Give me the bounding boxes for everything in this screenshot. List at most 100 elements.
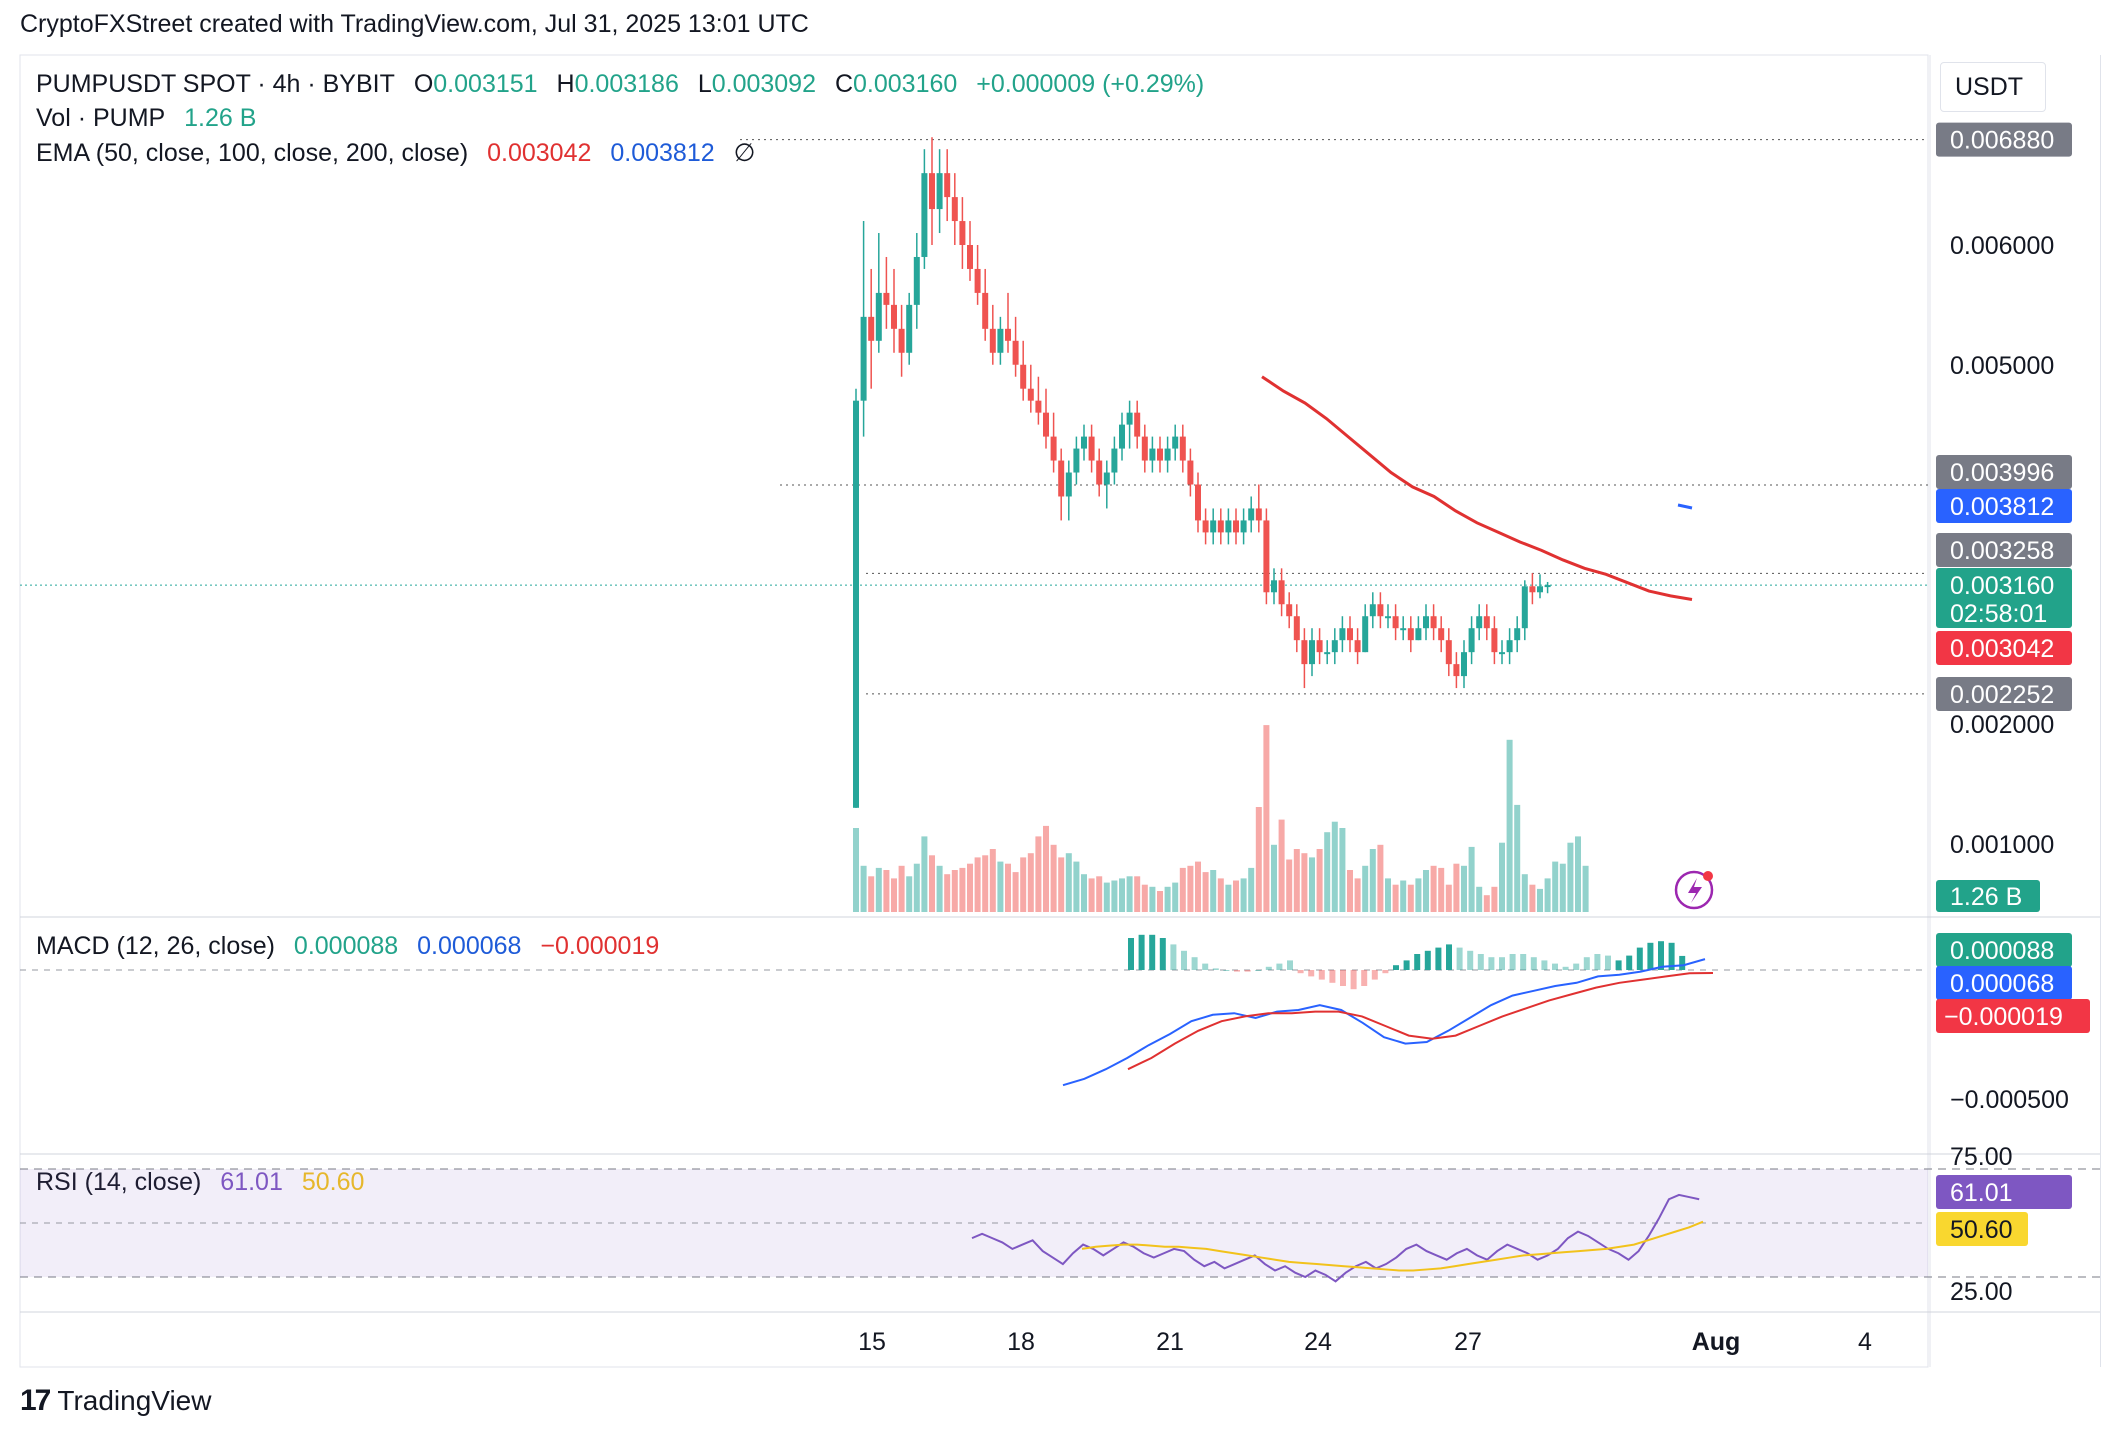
close-label: C xyxy=(834,70,854,98)
volume-bar xyxy=(1369,849,1376,912)
candle-body xyxy=(1043,412,1049,437)
tag-ema-50: 0.003042 xyxy=(1950,635,2054,663)
candle-body xyxy=(1514,628,1521,641)
candle-body xyxy=(1195,484,1201,521)
candle-body xyxy=(1255,508,1262,521)
volume-bar xyxy=(1559,863,1566,912)
macd-label[interactable]: MACD (12, 26, close) xyxy=(36,932,275,960)
candle-body xyxy=(1225,520,1232,533)
tag-macd-signal-bg xyxy=(1936,999,2090,1033)
macd-hist-bar xyxy=(1361,970,1368,986)
rsi-label[interactable]: RSI (14, close) xyxy=(36,1168,201,1196)
candle-body xyxy=(1354,640,1361,653)
time-axis-label: Aug xyxy=(1692,1328,1741,1356)
volume-bar xyxy=(1339,828,1346,912)
tag-rsi-ma: 50.60 xyxy=(1950,1216,2013,1244)
candle-body xyxy=(982,292,989,329)
candle-body xyxy=(1537,586,1543,593)
volume-bar xyxy=(1134,876,1141,912)
price-axis-tick: 0.002000 xyxy=(1950,711,2054,739)
volume-bar xyxy=(967,863,973,912)
volume-bar xyxy=(1111,880,1118,912)
candle-body xyxy=(1407,628,1414,641)
macd-hist-value: 0.000088 xyxy=(293,932,399,960)
macd-hist-bar xyxy=(1191,957,1198,970)
rsi-legend: RSI (14, close) 61.01 50.60 xyxy=(36,1168,376,1197)
macd-hist-bar xyxy=(1202,963,1209,970)
volume-bar xyxy=(1271,844,1277,912)
candle-body xyxy=(944,173,951,198)
volume-bar xyxy=(1499,842,1505,912)
macd-hist-bar xyxy=(1393,965,1399,970)
macd-hist-bar xyxy=(1340,970,1346,986)
rsi-ma-line xyxy=(1081,1220,1704,1272)
macd-hist-bar xyxy=(1562,966,1569,970)
candle-body xyxy=(1316,640,1323,653)
volume-bar xyxy=(921,836,928,912)
macd-hist-bar xyxy=(1499,957,1505,970)
tag-ema-100: 0.003812 xyxy=(1950,493,2054,521)
time-axis-label: 18 xyxy=(1007,1328,1035,1356)
macd-hist-bar xyxy=(1403,960,1410,970)
candle-body xyxy=(1050,436,1057,461)
macd-hist-bar xyxy=(1170,944,1177,970)
candle-body xyxy=(1331,640,1338,653)
tag-rsi-bg xyxy=(1936,1175,2072,1209)
signal-line xyxy=(1127,972,1714,1071)
volume-bar xyxy=(989,849,996,912)
candle-body xyxy=(1263,520,1270,593)
candle-body xyxy=(1065,472,1072,497)
macd-line xyxy=(1062,958,1706,1087)
ema-50-line xyxy=(1261,375,1693,601)
currency-unit-button[interactable]: USDT xyxy=(1940,62,2046,112)
volume-bar xyxy=(1377,844,1384,912)
candle-body xyxy=(1210,520,1217,533)
volume-bar xyxy=(1521,874,1528,912)
candle-body xyxy=(1544,585,1551,588)
volume-bar xyxy=(1392,884,1399,912)
macd-hist-bar xyxy=(1446,944,1452,970)
macd-hist-bar xyxy=(1520,954,1527,970)
volume-bar xyxy=(1088,878,1095,912)
time-axis-label: 21 xyxy=(1156,1328,1184,1356)
candle-body xyxy=(1005,328,1011,341)
footer-brand: 17 TradingView xyxy=(20,1384,211,1418)
volume-bar xyxy=(1423,870,1429,912)
candle-body xyxy=(1096,460,1103,485)
volume-bar xyxy=(1255,807,1262,912)
symbol-title[interactable]: PUMPUSDT SPOT · 4h · BYBIT xyxy=(36,70,395,98)
candle-body xyxy=(853,400,859,808)
volume-bar xyxy=(1233,880,1239,912)
macd-axis-tick: −0.000500 xyxy=(1950,1086,2069,1114)
macd-hist-bar xyxy=(1552,963,1558,970)
volume-bar xyxy=(860,865,867,912)
time-axis-label: 27 xyxy=(1454,1328,1482,1356)
rsi-band-fill xyxy=(20,1169,1928,1277)
ema-label[interactable]: EMA (50, close, 100, close, 200, close) xyxy=(36,139,469,167)
macd-hist-bar xyxy=(1467,950,1474,970)
tag-high-line-bg xyxy=(1936,122,2072,157)
symbol-legend: PUMPUSDT SPOT · 4h · BYBIT O0.003151 H0.… xyxy=(36,70,1216,99)
candle-body xyxy=(1438,628,1445,641)
tag-ema-100-bg xyxy=(1936,489,2072,523)
time-axis-label: 24 xyxy=(1304,1328,1332,1356)
volume-value: 1.26 B xyxy=(184,104,257,132)
volume-bar xyxy=(951,870,958,912)
volume-bar xyxy=(1263,725,1270,912)
tag-macd-line-bg xyxy=(1936,966,2072,1000)
candle-body xyxy=(1400,628,1407,631)
macd-hist-bar xyxy=(1594,954,1601,970)
volume-bar xyxy=(1407,884,1414,912)
candle-body xyxy=(1521,586,1528,629)
macd-hist-bar xyxy=(1223,970,1230,971)
volume-bar xyxy=(1278,819,1285,912)
candle-body xyxy=(1271,580,1277,593)
volume-bar xyxy=(1552,861,1559,912)
volume-label[interactable]: Vol · PUMP xyxy=(36,104,166,132)
candle-body xyxy=(1369,604,1376,617)
candle-body xyxy=(1506,640,1513,653)
volume-bar xyxy=(1012,872,1019,912)
high-value: 0.003186 xyxy=(574,70,679,98)
candle-body xyxy=(868,316,875,341)
